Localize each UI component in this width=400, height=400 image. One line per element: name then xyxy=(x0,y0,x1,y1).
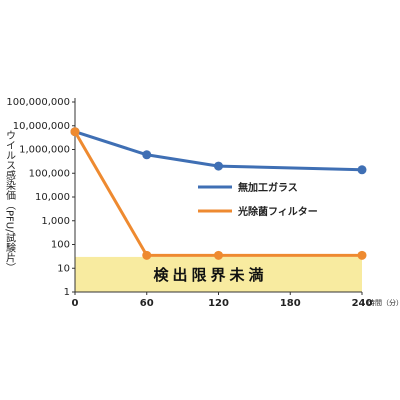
legend-label: 無加工ガラス xyxy=(238,181,298,194)
x-tick-labels: 0 60 120 180 240 xyxy=(72,292,373,309)
y-tick-label: 100,000,000 xyxy=(6,97,70,108)
series-line-0 xyxy=(74,130,363,172)
x-tick-label: 240 xyxy=(352,298,373,309)
y-axis-label: ウイルス感染価（PFU/試験片） xyxy=(4,130,16,273)
data-point xyxy=(357,250,367,260)
data-point xyxy=(214,161,223,171)
x-tick-label: 180 xyxy=(280,298,301,309)
y-tick-label: 10 xyxy=(57,263,70,274)
data-point xyxy=(214,250,223,260)
legend-label: 光除菌フィルター xyxy=(237,205,318,218)
x-tick-label: 60 xyxy=(140,298,154,309)
y-tick-label: 1,000,000 xyxy=(19,145,70,156)
x-tick-label: 0 xyxy=(72,298,79,309)
data-point xyxy=(142,250,152,260)
x-unit-label: 時間（分） xyxy=(368,298,400,307)
data-point xyxy=(70,127,80,137)
y-tick-labels: 1 10 100 1,000 10,000 100,000 1,000,000 10,000,… xyxy=(6,97,75,298)
y-tick-label: 1 xyxy=(64,287,70,298)
y-tick-label: 10,000 xyxy=(35,192,70,203)
series-line-1 xyxy=(73,130,362,257)
y-tick-label: 10,000,000 xyxy=(13,121,70,132)
detection-limit-label: 検出限界未満 xyxy=(153,266,267,284)
data-point xyxy=(357,165,367,175)
y-tick-label: 100 xyxy=(51,240,70,251)
detection-limit-band xyxy=(75,256,362,292)
y-tick-label: 1,000 xyxy=(41,216,70,227)
y-tick-label: 100,000 xyxy=(29,168,70,179)
detection-limit-layer: 検出限界未満 xyxy=(75,256,362,292)
series-layer xyxy=(70,127,367,260)
data-point xyxy=(142,150,152,160)
x-tick-label: 120 xyxy=(208,298,229,309)
